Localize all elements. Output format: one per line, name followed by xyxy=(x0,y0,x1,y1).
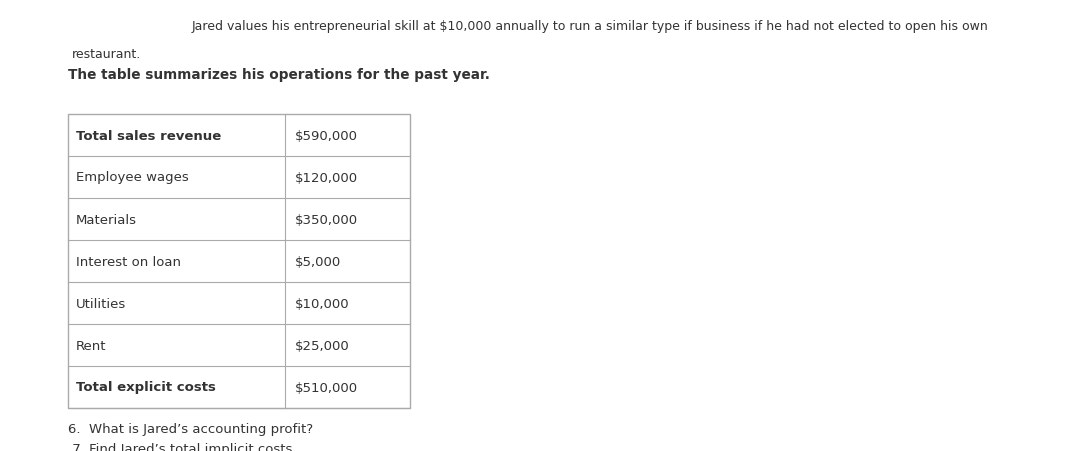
Text: $590,000: $590,000 xyxy=(295,129,357,142)
Text: Interest on loan: Interest on loan xyxy=(76,255,181,268)
Text: restaurant.: restaurant. xyxy=(72,48,141,61)
Text: 6.  What is Jared’s accounting profit?: 6. What is Jared’s accounting profit? xyxy=(68,422,313,435)
Text: $10,000: $10,000 xyxy=(295,297,350,310)
Text: Materials: Materials xyxy=(76,213,137,226)
Text: Employee wages: Employee wages xyxy=(76,171,189,184)
Text: $510,000: $510,000 xyxy=(295,381,359,394)
Text: $25,000: $25,000 xyxy=(295,339,350,352)
Text: $350,000: $350,000 xyxy=(295,213,359,226)
Text: $120,000: $120,000 xyxy=(295,171,359,184)
Text: $5,000: $5,000 xyxy=(295,255,341,268)
Text: The table summarizes his operations for the past year.: The table summarizes his operations for … xyxy=(68,68,490,82)
Text: Rent: Rent xyxy=(76,339,107,352)
Text: Utilities: Utilities xyxy=(76,297,126,310)
Bar xyxy=(68,115,410,408)
Text: Total sales revenue: Total sales revenue xyxy=(76,129,221,142)
Text: 7. Find Jared’s total implicit costs.: 7. Find Jared’s total implicit costs. xyxy=(68,442,297,451)
Text: Jared values his entrepreneurial skill at $10,000 annually to run a similar type: Jared values his entrepreneurial skill a… xyxy=(191,20,988,33)
Text: Total explicit costs: Total explicit costs xyxy=(76,381,216,394)
